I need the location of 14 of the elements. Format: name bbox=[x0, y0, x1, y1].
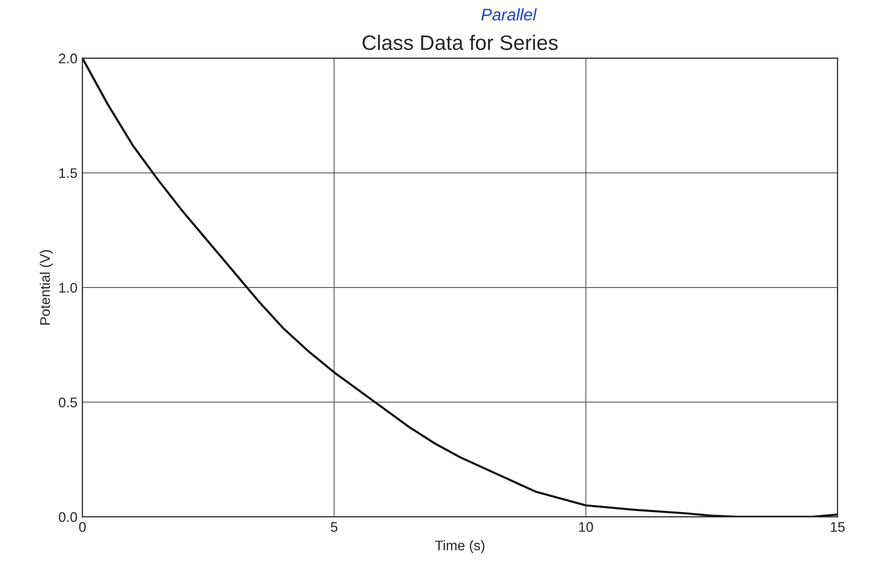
text: Parallel bbox=[481, 8, 537, 21]
x-tick-label: 15 bbox=[830, 522, 845, 532]
y-tick-label: 0.5 bbox=[58, 397, 77, 408]
y-tick-label: 1.0 bbox=[59, 282, 78, 293]
x-axis-title: Time (s) bbox=[435, 540, 484, 554]
line-series bbox=[82, 58, 838, 517]
x-tick-label: 5 bbox=[330, 522, 338, 532]
x-tick-label: 0 bbox=[79, 522, 86, 532]
x-tick-label: 10 bbox=[579, 522, 594, 532]
y-tick-label: 2.0 bbox=[58, 54, 78, 64]
y-tick-label: 0.0 bbox=[58, 512, 78, 522]
chart-title: Class Data for Series bbox=[362, 34, 558, 50]
y-axis-title: Potential (V) bbox=[40, 250, 53, 325]
y-tick-label: 1.5 bbox=[59, 168, 77, 178]
